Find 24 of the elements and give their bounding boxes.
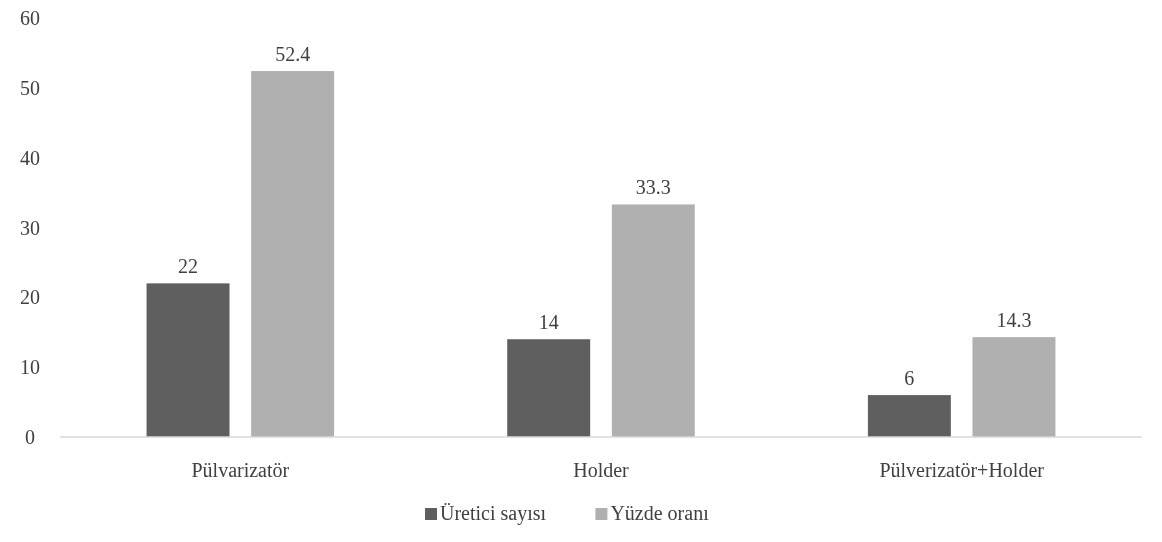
y-tick-label: 0 [25, 426, 35, 448]
y-tick-label: 10 [20, 356, 40, 379]
y-tick-label: 60 [20, 7, 40, 29]
data-label: 22 [178, 255, 199, 278]
x-tick-label: Pülvarizatör [191, 459, 290, 481]
bar [507, 339, 591, 437]
bar [146, 283, 230, 437]
bar [611, 204, 695, 437]
data-label: 33.3 [635, 176, 671, 199]
data-label: 14 [538, 311, 559, 334]
data-label: 52.4 [275, 43, 311, 66]
x-tick-label: Pülverizatör+Holder [879, 459, 1045, 481]
bar [972, 337, 1056, 437]
legend-label: Yüzde oranı [610, 502, 710, 524]
x-tick-label: Holder [573, 459, 630, 481]
bar [251, 71, 335, 437]
y-tick-label: 40 [20, 146, 40, 169]
y-tick-label: 20 [20, 286, 40, 309]
y-tick-label: 30 [20, 216, 40, 239]
data-label: 6 [904, 367, 915, 390]
bar [867, 395, 951, 437]
data-label: 14.3 [996, 309, 1032, 332]
y-tick-label: 50 [20, 76, 40, 99]
legend-label: Üretici sayısı [440, 502, 547, 525]
